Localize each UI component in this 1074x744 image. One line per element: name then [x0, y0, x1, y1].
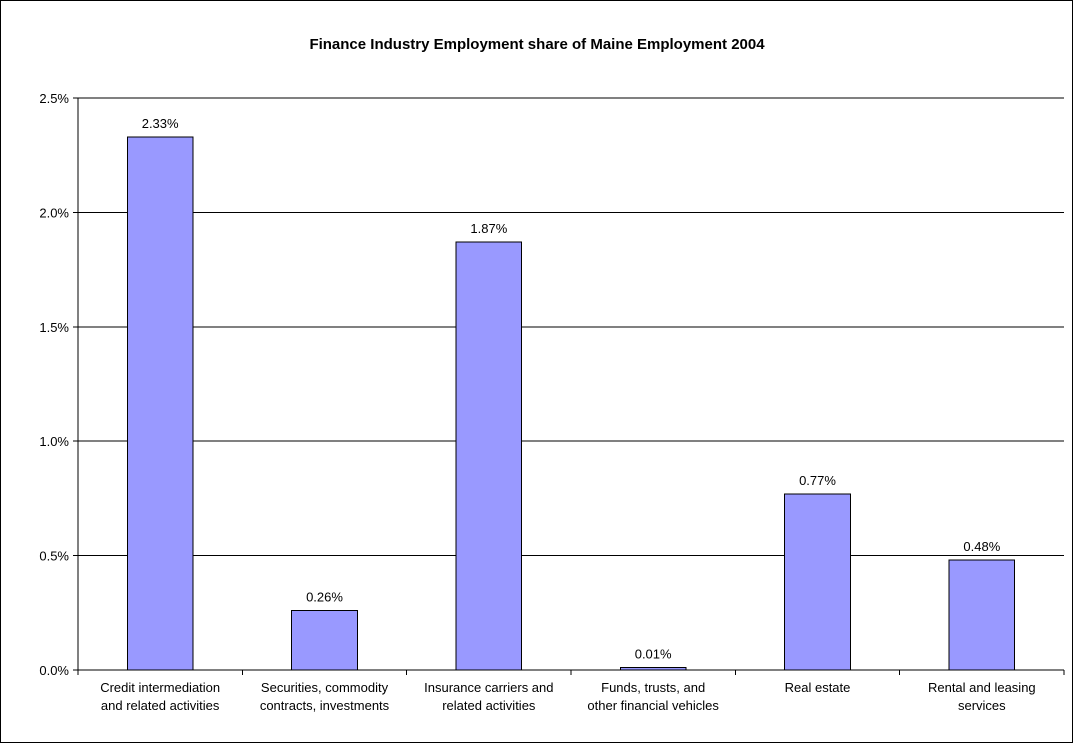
y-tick-label: 2.5%	[39, 91, 69, 106]
x-tick-label: Real estate	[785, 680, 851, 695]
data-label: 0.77%	[799, 473, 836, 488]
y-tick-label: 0.0%	[39, 663, 69, 678]
x-tick-label: other financial vehicles	[587, 698, 719, 713]
bar	[948, 559, 1016, 671]
x-tick-label: services	[958, 698, 1006, 713]
bar	[784, 493, 851, 671]
x-tick-label: Insurance carriers and	[424, 680, 553, 695]
x-tick-label: Funds, trusts, and	[601, 680, 705, 695]
bar	[455, 241, 523, 671]
x-tick-label: Credit intermediation	[100, 680, 220, 695]
y-tick-label: 2.0%	[39, 205, 69, 220]
data-label: 0.26%	[306, 590, 343, 605]
bar	[291, 610, 358, 671]
x-tick-label: Securities, commodity	[261, 680, 389, 695]
data-label: 1.87%	[470, 221, 507, 236]
bar	[126, 136, 194, 671]
data-label: 0.48%	[963, 539, 1000, 554]
x-tick-label: and related activities	[101, 698, 220, 713]
bar	[619, 667, 687, 671]
y-tick-label: 1.0%	[39, 434, 69, 449]
x-tick-label: Rental and leasing	[928, 680, 1036, 695]
x-tick-label: related activities	[442, 698, 536, 713]
data-label: 2.33%	[142, 116, 179, 131]
x-tick-label: contracts, investments	[260, 698, 390, 713]
data-label: 0.01%	[635, 647, 672, 662]
y-tick-label: 0.5%	[39, 549, 69, 564]
chart-title: Finance Industry Employment share of Mai…	[309, 36, 765, 53]
y-tick-label: 1.5%	[39, 320, 69, 335]
